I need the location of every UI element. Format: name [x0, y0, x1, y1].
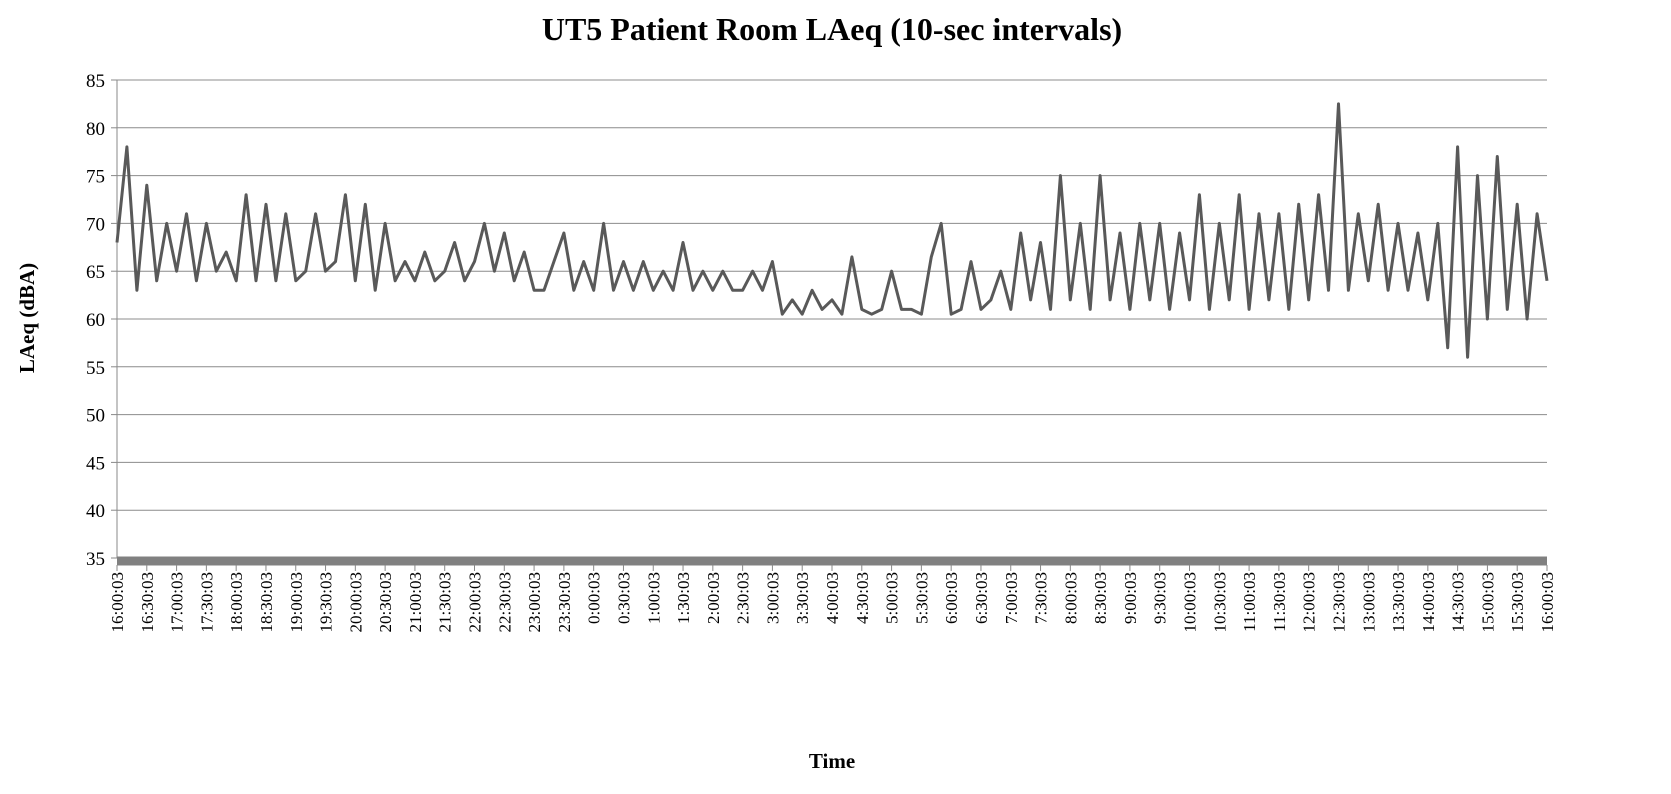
x-tick-label: 7:30:03	[1032, 572, 1051, 624]
x-tick-label: 21:30:03	[436, 572, 455, 632]
y-tick-label: 50	[86, 406, 105, 427]
x-tick-label: 9:30:03	[1151, 572, 1170, 624]
y-tick-label: 75	[86, 167, 105, 188]
x-tick-label: 0:00:03	[585, 572, 604, 624]
x-tick-label: 11:30:03	[1270, 572, 1289, 632]
x-tick-label: 2:30:03	[734, 572, 753, 624]
x-tick-label: 22:00:03	[466, 572, 485, 632]
x-tick-label: 21:00:03	[406, 572, 425, 632]
x-tick-label: 10:00:03	[1181, 572, 1200, 632]
x-tick-label: 14:30:03	[1449, 572, 1468, 632]
x-tick-label: 15:00:03	[1478, 572, 1497, 632]
y-tick-label: 40	[86, 501, 105, 522]
x-tick-label: 18:30:03	[257, 572, 276, 632]
x-tick-label: 22:30:03	[495, 572, 514, 632]
x-tick-label: 12:00:03	[1300, 572, 1319, 632]
x-tick-label: 2:00:03	[704, 572, 723, 624]
x-tick-label: 19:30:03	[317, 572, 336, 632]
x-tick-label: 18:00:03	[227, 572, 246, 632]
data-line	[115, 102, 1549, 359]
y-tick-label: 55	[86, 358, 105, 379]
y-axis-label: LAeq (dBA)	[15, 263, 39, 373]
x-tick-label: 19:00:03	[287, 572, 306, 632]
y-tick-label: 35	[86, 549, 105, 570]
x-tick-label: 7:00:03	[1002, 572, 1021, 624]
y-tick-label: 45	[86, 453, 105, 474]
x-tick-label: 10:30:03	[1210, 572, 1229, 632]
x-tick-label: 17:00:03	[168, 572, 187, 632]
x-tick-label: 12:30:03	[1329, 572, 1348, 632]
x-tick-label: 16:30:03	[138, 572, 157, 632]
x-tick-label: 13:30:03	[1389, 572, 1408, 632]
x-tick-label: 14:00:03	[1419, 572, 1438, 632]
x-tick-label: 3:30:03	[793, 572, 812, 624]
x-tick-label: 15:30:03	[1508, 572, 1527, 632]
x-tick-label: 1:00:03	[644, 572, 663, 624]
x-tick-label: 9:00:03	[1121, 572, 1140, 624]
x-tick-label: 20:00:03	[346, 572, 365, 632]
y-tick-label: 85	[86, 71, 105, 92]
x-tick-label: 23:30:03	[555, 572, 574, 632]
x-tick-label: 11:00:03	[1240, 572, 1259, 632]
x-tick-label: 8:00:03	[1061, 572, 1080, 624]
x-tick-label: 1:30:03	[674, 572, 693, 624]
y-tick-label: 70	[86, 214, 105, 235]
x-tick-label: 16:00:03	[108, 572, 127, 632]
x-tick-label: 6:00:03	[942, 572, 961, 624]
x-tick-label: 5:00:03	[883, 572, 902, 624]
x-tick-label: 13:00:03	[1359, 572, 1378, 632]
x-axis-label: Time	[809, 749, 855, 773]
x-tick-label: 20:30:03	[376, 572, 395, 632]
x-tick-label: 17:30:03	[197, 572, 216, 632]
chart-title: UT5 Patient Room LAeq (10-sec intervals)	[542, 11, 1122, 47]
x-tick-label: 8:30:03	[1091, 572, 1110, 624]
x-tick-label: 0:30:03	[614, 572, 633, 624]
x-tick-label: 3:00:03	[763, 572, 782, 624]
y-tick-label: 80	[86, 119, 105, 140]
x-tick-label: 4:00:03	[823, 572, 842, 624]
x-tick-label: 4:30:03	[853, 572, 872, 624]
y-tick-label: 60	[86, 310, 105, 331]
x-tick-label: 16:00:03	[1538, 572, 1557, 632]
y-tick-label: 65	[86, 262, 105, 283]
x-tick-label: 5:30:03	[912, 572, 931, 624]
x-tick-label: 23:00:03	[525, 572, 544, 632]
x-tick-label: 6:30:03	[972, 572, 991, 624]
